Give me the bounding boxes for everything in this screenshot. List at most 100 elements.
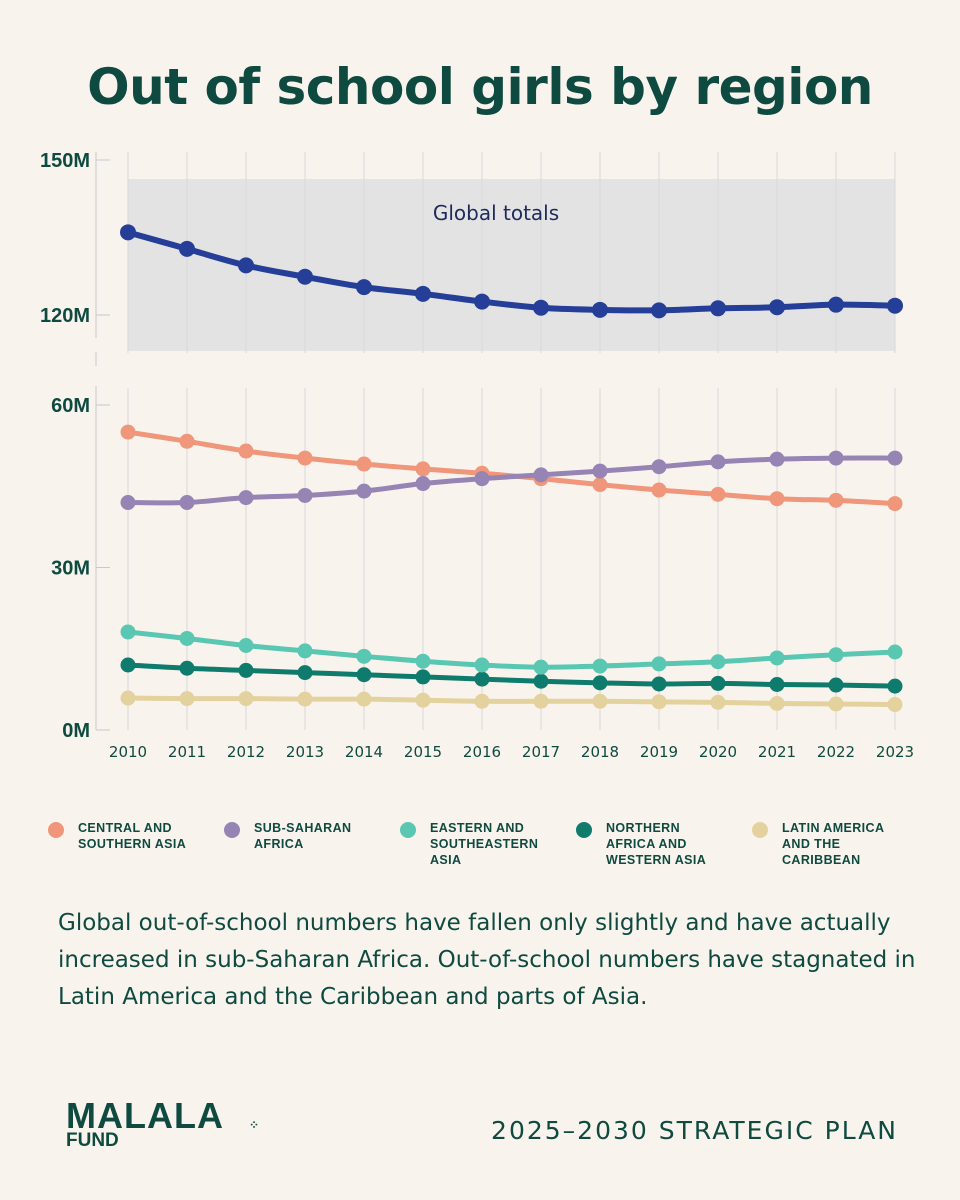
legend-item: CENTRAL AND SOUTHERN ASIA	[48, 820, 203, 852]
global-totals-point	[238, 257, 254, 274]
legend-dot-icon	[576, 822, 592, 838]
sub-saharan-africa-point	[179, 495, 195, 510]
sub-saharan-africa-point	[828, 450, 844, 466]
eastern-southeastern-asia-point	[120, 624, 136, 640]
latin-america-caribbean-point	[592, 693, 608, 709]
global-totals-point	[769, 299, 785, 316]
legend-item: EASTERN AND SOUTHEASTERN ASIA	[400, 820, 548, 868]
latin-america-caribbean-point	[828, 696, 844, 712]
latin-america-caribbean-point	[238, 691, 254, 707]
legend-dot-icon	[224, 822, 240, 838]
band-label: Global totals	[433, 201, 559, 225]
global-totals-point	[592, 301, 608, 318]
strategic-plan-label: 2025–2030 STRATEGIC PLAN	[491, 1116, 898, 1145]
sub-saharan-africa-point	[120, 495, 136, 510]
global-totals-point	[179, 240, 195, 257]
legend-label: EASTERN AND SOUTHEASTERN ASIA	[430, 821, 539, 867]
northern-africa-western-asia-point	[533, 673, 549, 689]
legend-label: CENTRAL AND SOUTHERN ASIA	[78, 821, 187, 851]
y-tick-label: 150M	[40, 150, 90, 172]
logo-subtitle: FUND	[66, 1130, 119, 1151]
central-southern-asia-point	[415, 461, 431, 477]
central-southern-asia-point	[592, 477, 608, 493]
sub-saharan-africa-point	[238, 490, 254, 506]
latin-america-caribbean-point	[120, 690, 136, 706]
sub-saharan-africa-point	[297, 487, 313, 503]
northern-africa-western-asia-point	[356, 667, 372, 683]
x-tick-label: 2021	[758, 743, 796, 761]
legend-label: LATIN AMERICA AND THE CARIBBEAN	[782, 821, 884, 867]
global-totals-point	[651, 302, 667, 319]
global-totals-point	[120, 224, 136, 241]
global-totals-point	[710, 300, 726, 317]
legend-label: SUB-SAHARAN AFRICA	[254, 821, 352, 851]
northern-africa-western-asia-point	[297, 665, 313, 681]
eastern-southeastern-asia-point	[474, 657, 490, 673]
central-southern-asia-point	[238, 443, 254, 459]
legend-dot-icon	[48, 822, 64, 838]
global-totals-point	[828, 296, 844, 313]
latin-america-caribbean-point	[415, 692, 431, 708]
global-totals-point	[474, 293, 490, 310]
x-tick-label: 2014	[345, 743, 383, 761]
eastern-southeastern-asia-point	[533, 659, 549, 675]
y-tick-label: 60M	[51, 395, 90, 417]
x-tick-label: 2012	[227, 743, 265, 761]
latin-america-caribbean-point	[533, 693, 549, 709]
northern-africa-western-asia-point	[120, 657, 136, 673]
eastern-southeastern-asia-point	[651, 656, 667, 672]
sub-saharan-africa-point	[769, 451, 785, 467]
northern-africa-western-asia-point	[415, 669, 431, 685]
sub-saharan-africa-point	[356, 483, 372, 499]
x-tick-label: 2013	[286, 743, 324, 761]
malala-fund-logo: MALALA FUND ⁘	[66, 1095, 259, 1151]
northern-africa-western-asia-point	[651, 676, 667, 692]
central-southern-asia-point	[179, 433, 195, 449]
x-tick-label: 2017	[522, 743, 560, 761]
central-southern-asia-point	[120, 424, 136, 440]
x-tick-label: 2020	[699, 743, 737, 761]
northern-africa-western-asia-point	[887, 678, 903, 694]
northern-africa-western-asia-point	[769, 677, 785, 692]
central-southern-asia-point	[297, 450, 313, 466]
latin-america-caribbean-point	[651, 694, 667, 710]
chart-title: Out of school girls by region	[87, 58, 873, 116]
x-tick-label: 2016	[463, 743, 501, 761]
y-tick-label: 120M	[40, 305, 90, 327]
latin-america-caribbean-point	[356, 691, 372, 707]
central-southern-asia-point	[710, 486, 726, 502]
y-tick-label: 0M	[62, 720, 90, 742]
sub-saharan-africa-point	[592, 463, 608, 479]
central-southern-asia-point	[887, 496, 903, 512]
sub-saharan-africa-point	[887, 450, 903, 466]
sub-saharan-africa-point	[710, 454, 726, 470]
y-tick-label: 30M	[51, 558, 90, 580]
eastern-southeastern-asia-point	[415, 653, 431, 669]
x-tick-label: 2019	[640, 743, 678, 761]
eastern-southeastern-asia-point	[828, 647, 844, 663]
latin-america-caribbean-point	[297, 691, 313, 707]
latin-america-caribbean-point	[769, 695, 785, 711]
northern-africa-western-asia-point	[179, 660, 195, 676]
global-totals-point	[887, 297, 903, 314]
latin-america-caribbean-point	[710, 694, 726, 710]
sub-saharan-africa-point	[474, 471, 490, 487]
northern-africa-western-asia-point	[474, 671, 490, 687]
x-tick-label: 2022	[817, 743, 855, 761]
x-tick-label: 2023	[876, 743, 914, 761]
logo-wordmark: MALALA	[66, 1095, 224, 1136]
global-totals-point	[533, 299, 549, 316]
latin-america-caribbean-point	[887, 697, 903, 713]
global-totals-point	[356, 279, 372, 296]
eastern-southeastern-asia-point	[356, 648, 372, 664]
latin-america-caribbean-point	[474, 693, 490, 709]
caption: Global out-of-school numbers have fallen…	[58, 910, 916, 1010]
eastern-southeastern-asia-point	[887, 644, 903, 660]
central-southern-asia-point	[356, 456, 372, 472]
eastern-southeastern-asia-point	[769, 650, 785, 666]
logo-mark-icon: ⁘	[249, 1118, 260, 1132]
latin-america-caribbean-point	[179, 691, 195, 707]
northern-africa-western-asia-point	[710, 675, 726, 691]
legend-item: SUB-SAHARAN AFRICA	[224, 820, 364, 852]
northern-africa-western-asia-point	[592, 675, 608, 691]
